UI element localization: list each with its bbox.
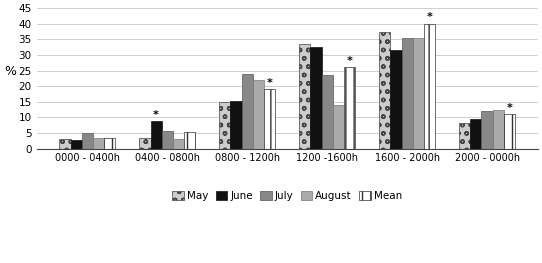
Bar (481, 111, 493, 149)
Bar (333, 105, 344, 149)
Bar (470, 119, 481, 149)
Bar (139, 138, 151, 149)
Bar (151, 121, 162, 149)
Text: *: * (153, 110, 159, 120)
Bar (173, 139, 184, 149)
Bar (184, 132, 195, 149)
Bar (402, 38, 412, 149)
Bar (344, 68, 355, 149)
Legend: May, June, July, August, Mean: May, June, July, August, Mean (168, 187, 406, 205)
Text: *: * (427, 12, 433, 22)
Bar (459, 123, 470, 149)
Y-axis label: %: % (4, 65, 16, 78)
Bar (220, 102, 230, 149)
Bar (264, 89, 275, 149)
Bar (242, 74, 253, 149)
Bar (299, 44, 311, 149)
Bar (70, 140, 82, 149)
Bar (104, 138, 115, 149)
Bar (412, 38, 424, 149)
Bar (379, 32, 390, 149)
Bar (93, 138, 104, 149)
Bar (321, 75, 333, 149)
Bar (504, 114, 515, 149)
Bar (253, 80, 264, 149)
Bar (390, 50, 402, 149)
Bar (311, 47, 321, 149)
Bar (60, 139, 70, 149)
Bar (82, 133, 93, 149)
Bar (493, 110, 504, 149)
Text: *: * (347, 56, 352, 66)
Bar (230, 101, 242, 149)
Text: *: * (267, 78, 273, 88)
Bar (162, 132, 173, 149)
Bar (424, 24, 435, 149)
Text: *: * (507, 103, 512, 113)
